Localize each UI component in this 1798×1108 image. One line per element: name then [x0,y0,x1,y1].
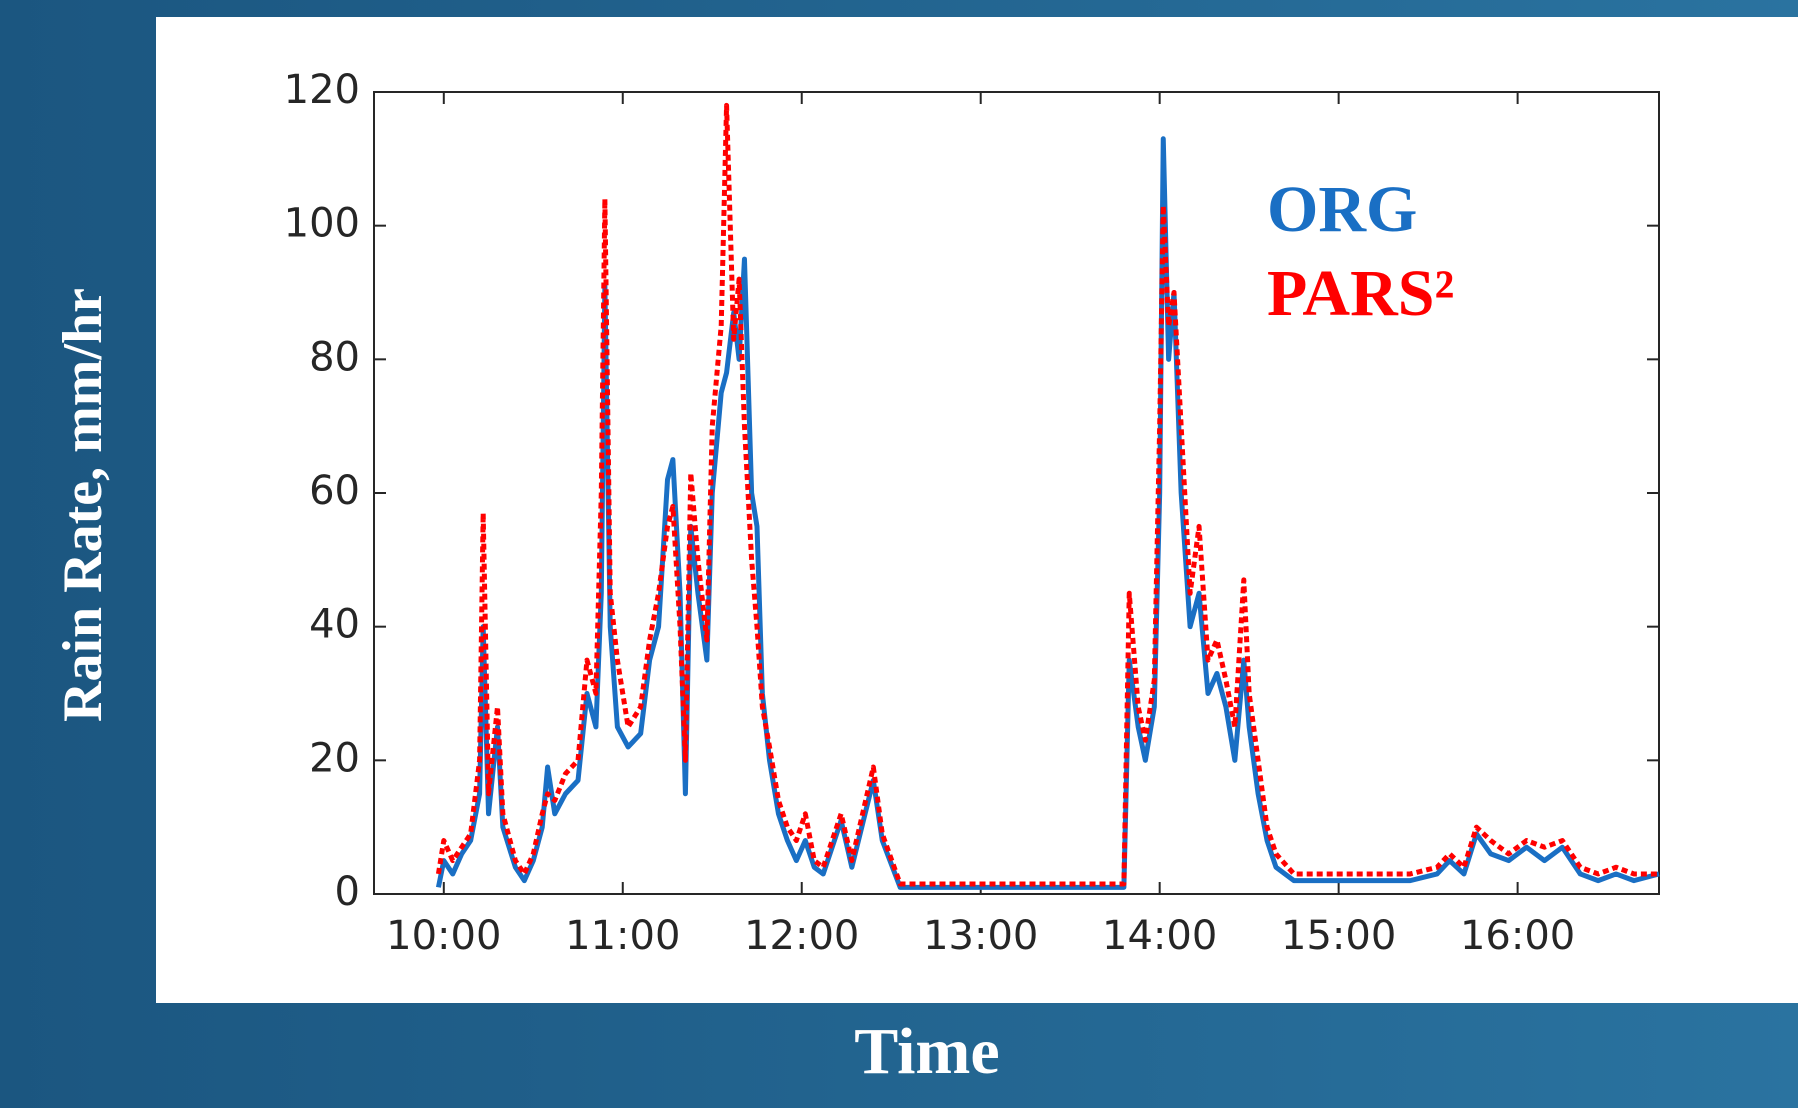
legend-entry: PARS² [1267,257,1454,330]
y-tick-label: 40 [309,602,360,648]
x-axis-label: Time [854,1015,999,1088]
x-tick-label: 10:00 [386,913,501,959]
y-axis-label: Rain Rate, mm/hr [52,288,114,722]
series-line [435,102,1659,887]
legend-entry: ORG [1267,173,1417,246]
y-tick-label: 20 [309,735,360,781]
y-tick-label: 120 [284,67,360,113]
x-tick-label: 16:00 [1460,913,1575,959]
y-tick-label: 0 [335,869,360,915]
x-tick-label: 15:00 [1281,913,1396,959]
panel [156,17,1798,1003]
y-tick-label: 60 [309,468,360,514]
x-tick-label: 13:00 [923,913,1038,959]
series-line [435,136,1660,890]
x-tick-label: 12:00 [744,913,859,959]
y-tick-label: 100 [284,201,360,247]
y-tick-label: 80 [309,334,360,380]
x-tick-label: 14:00 [1102,913,1217,959]
x-tick-label: 11:00 [565,913,680,959]
